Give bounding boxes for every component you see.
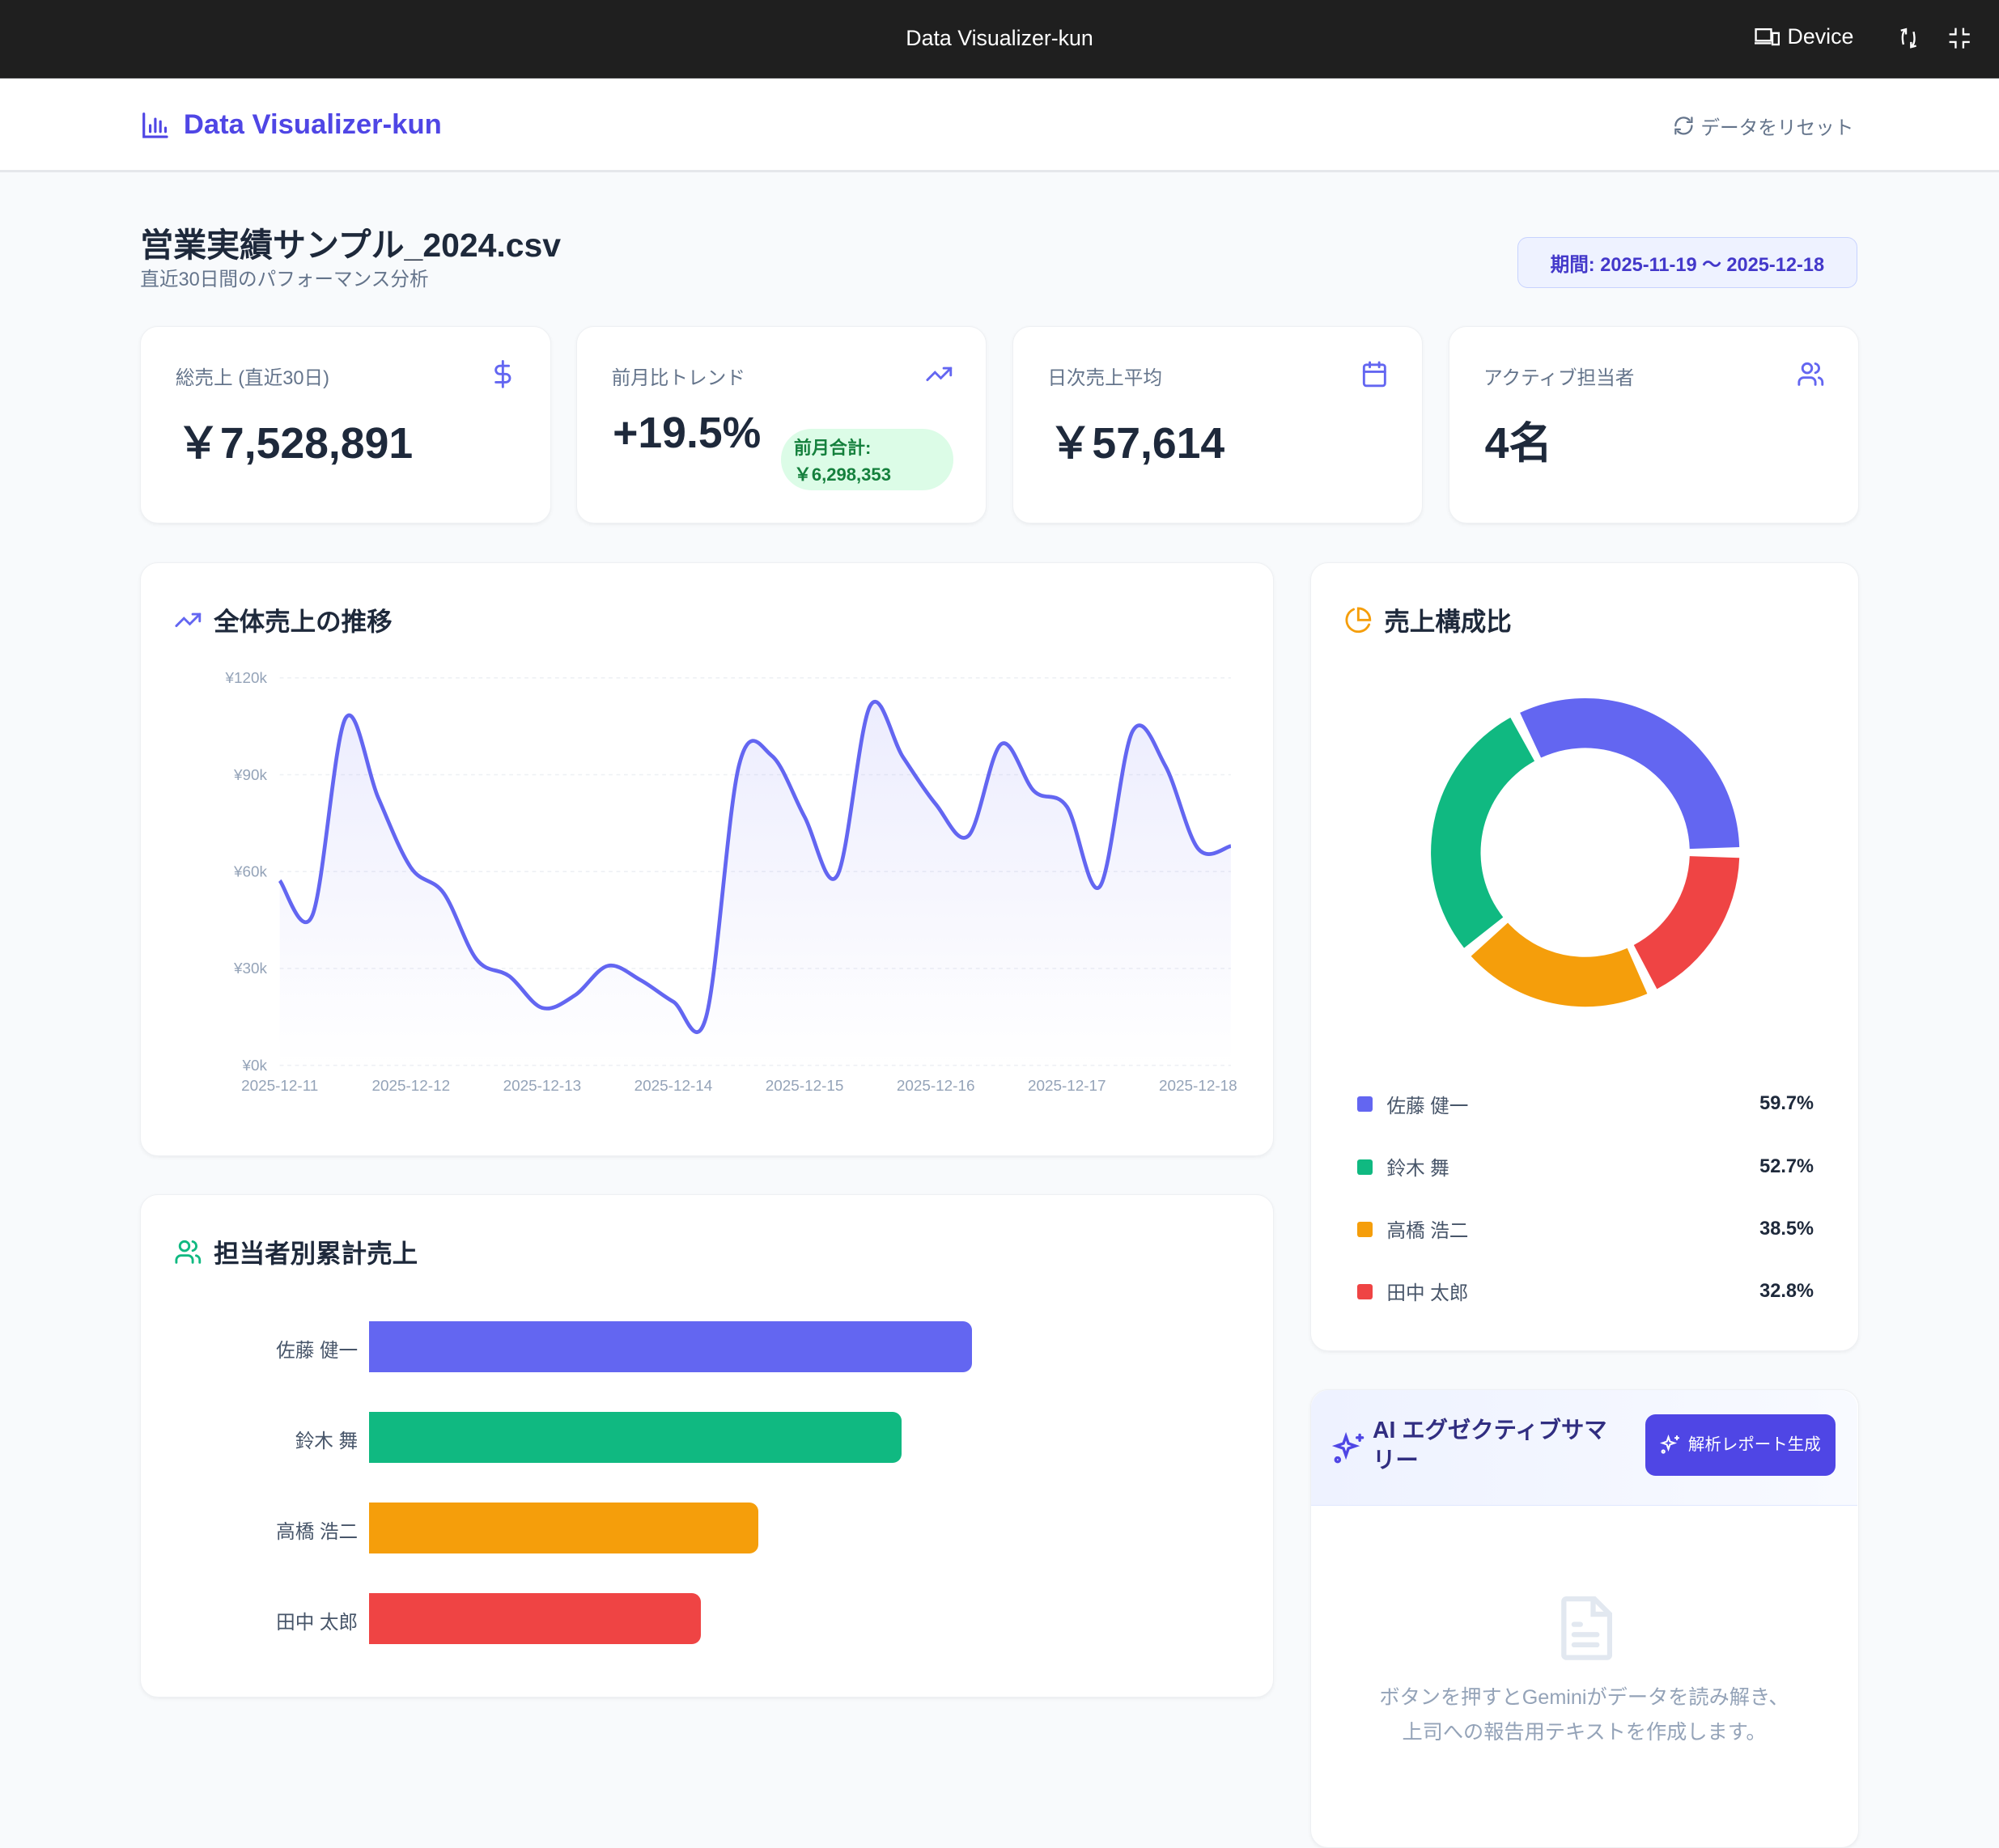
- trending-up-icon: [925, 360, 953, 388]
- legend-percent: 38.5%: [1759, 1219, 1814, 1240]
- file-text-icon: [1559, 1596, 1612, 1660]
- sales-share-donut: [1311, 563, 1859, 1073]
- page-title: 営業実績サンプル_2024.csv: [140, 218, 561, 266]
- pill-label: 前月合計:: [794, 434, 940, 461]
- placeholder-line: ボタンを押すとGeminiがデータを読み解き、: [1311, 1681, 1857, 1715]
- reset-data-button[interactable]: データをリセット: [1673, 112, 1854, 140]
- sparkles-icon: [1660, 1435, 1680, 1455]
- x-tick-label: 2025-12-18: [1159, 1078, 1237, 1095]
- legend-item: 佐藤 健一 59.7%: [1357, 1091, 1814, 1118]
- x-tick-label: 2025-12-12: [372, 1078, 451, 1095]
- legend-swatch: [1357, 1284, 1373, 1299]
- legend-percent: 59.7%: [1759, 1093, 1814, 1115]
- donut-slice[interactable]: [1431, 718, 1534, 948]
- period-badge: 期間: 2025-11-19 〜 2025-12-18: [1517, 237, 1858, 288]
- bar[interactable]: [369, 1593, 700, 1644]
- app-logo[interactable]: Data Visualizer-kun: [140, 109, 441, 141]
- kpi-total-sales: 総売上 (直近30日) ￥7,528,891: [140, 326, 550, 523]
- app-name: Data Visualizer-kun: [184, 109, 442, 141]
- calendar-icon: [1360, 360, 1389, 388]
- ai-summary-title: AI エグゼクティブサマリー: [1373, 1416, 1628, 1477]
- sales-area: [280, 701, 1231, 1065]
- users-icon: [1797, 360, 1825, 388]
- device-label: Device: [1788, 24, 1854, 49]
- bar[interactable]: [369, 1503, 758, 1553]
- bar-chart-icon: [140, 110, 171, 141]
- kpi-value: 4名: [1485, 409, 1552, 471]
- exit-fullscreen-icon[interactable]: [1948, 27, 1971, 49]
- kpi-monthly-trend: 前月比トレンド +19.5% 前月合計:￥6,298,353: [576, 326, 987, 523]
- legend-percent: 52.7%: [1759, 1156, 1814, 1178]
- window-title: Data Visualizer-kun: [0, 26, 1999, 51]
- sales-trend-chart: ¥0k ¥30k ¥60k ¥90k ¥120k 2025-12-11 2025-12-12…: [141, 563, 1274, 1157]
- window-titlebar: Data Visualizer-kun Device: [0, 0, 1999, 78]
- card-title: 担当者別累計売上: [174, 1233, 418, 1270]
- x-tick-label: 2025-12-17: [1028, 1078, 1106, 1095]
- y-tick-label: ¥0k: [242, 1058, 268, 1074]
- bar[interactable]: [369, 1321, 972, 1372]
- ai-summary-placeholder: ボタンを押すとGeminiがデータを読み解き、 上司への報告用テキストを作成しま…: [1311, 1681, 1857, 1749]
- kpi-label: 日次売上平均: [1047, 362, 1162, 390]
- legend-name: 鈴木 舞: [1386, 1153, 1449, 1180]
- reset-label: データをリセット: [1700, 112, 1853, 140]
- x-tick-label: 2025-12-14: [635, 1078, 713, 1095]
- generate-report-button[interactable]: 解析レポート生成: [1645, 1414, 1836, 1476]
- kpi-label: 総売上 (直近30日): [176, 362, 329, 390]
- pill-value: ￥6,298,353: [794, 461, 940, 488]
- legend-percent: 32.8%: [1759, 1281, 1814, 1303]
- page-subtitle: 直近30日間のパフォーマンス分析: [140, 264, 428, 291]
- bar-label: 高橋 浩二: [141, 1516, 358, 1544]
- rotate-icon[interactable]: [1897, 27, 1920, 49]
- rep-sales-title: 担当者別累計売上: [214, 1233, 418, 1270]
- y-tick-label: ¥120k: [225, 670, 268, 687]
- app-header: Data Visualizer-kun データをリセット: [0, 79, 1999, 172]
- bar[interactable]: [369, 1412, 902, 1463]
- y-tick-label: ¥60k: [233, 863, 268, 880]
- y-tick-label: ¥90k: [233, 767, 268, 784]
- kpi-label: 前月比トレンド: [612, 362, 745, 390]
- sparkles-icon: [1332, 1432, 1365, 1465]
- legend-swatch: [1357, 1222, 1373, 1237]
- generate-report-label: 解析レポート生成: [1688, 1434, 1821, 1456]
- legend-name: 佐藤 健一: [1386, 1091, 1468, 1118]
- kpi-value: ￥57,614: [1049, 409, 1224, 471]
- donut-slice[interactable]: [1521, 698, 1740, 849]
- x-tick-label: 2025-12-13: [503, 1078, 582, 1095]
- legend-name: 田中 太郎: [1386, 1278, 1468, 1305]
- kpi-active-reps: アクティブ担当者 4名: [1449, 326, 1859, 523]
- ai-summary-card: AI エグゼクティブサマリー 解析レポート生成 ボタンを押すとGeminiがデー…: [1310, 1389, 1858, 1848]
- donut-slice[interactable]: [1634, 856, 1739, 989]
- previous-month-pill: 前月合計:￥6,298,353: [781, 429, 953, 490]
- legend-item: 高橋 浩二 38.5%: [1357, 1215, 1814, 1243]
- ai-summary-header: AI エグゼクティブサマリー 解析レポート生成: [1311, 1390, 1857, 1506]
- users-icon: [174, 1238, 202, 1266]
- placeholder-line: 上司への報告用テキストを作成します。: [1311, 1715, 1857, 1750]
- device-button[interactable]: Device: [1755, 24, 1854, 49]
- legend-item: 鈴木 舞 52.7%: [1357, 1153, 1814, 1180]
- dollar-icon: [489, 360, 517, 388]
- donut-slice[interactable]: [1471, 922, 1648, 1007]
- x-tick-label: 2025-12-16: [897, 1078, 975, 1095]
- legend-name: 高橋 浩二: [1386, 1215, 1468, 1243]
- kpi-value: ￥7,528,891: [176, 409, 413, 471]
- bar-label: 佐藤 健一: [141, 1335, 358, 1363]
- x-tick-label: 2025-12-11: [241, 1078, 318, 1095]
- legend-item: 田中 太郎 32.8%: [1357, 1278, 1814, 1305]
- x-tick-label: 2025-12-15: [766, 1078, 844, 1095]
- bar-label: 鈴木 舞: [141, 1426, 358, 1453]
- kpi-daily-average: 日次売上平均 ￥57,614: [1012, 326, 1423, 523]
- legend-swatch: [1357, 1096, 1373, 1112]
- refresh-icon: [1673, 115, 1695, 137]
- device-icon: [1755, 27, 1780, 47]
- kpi-label: アクティブ担当者: [1483, 362, 1634, 390]
- rep-sales-card: 担当者別累計売上 佐藤 健一鈴木 舞高橋 浩二田中 太郎: [140, 1194, 1273, 1698]
- y-tick-label: ¥30k: [233, 960, 268, 977]
- legend-swatch: [1357, 1159, 1373, 1175]
- kpi-value: +19.5%: [613, 409, 761, 458]
- bar-label: 田中 太郎: [141, 1607, 358, 1634]
